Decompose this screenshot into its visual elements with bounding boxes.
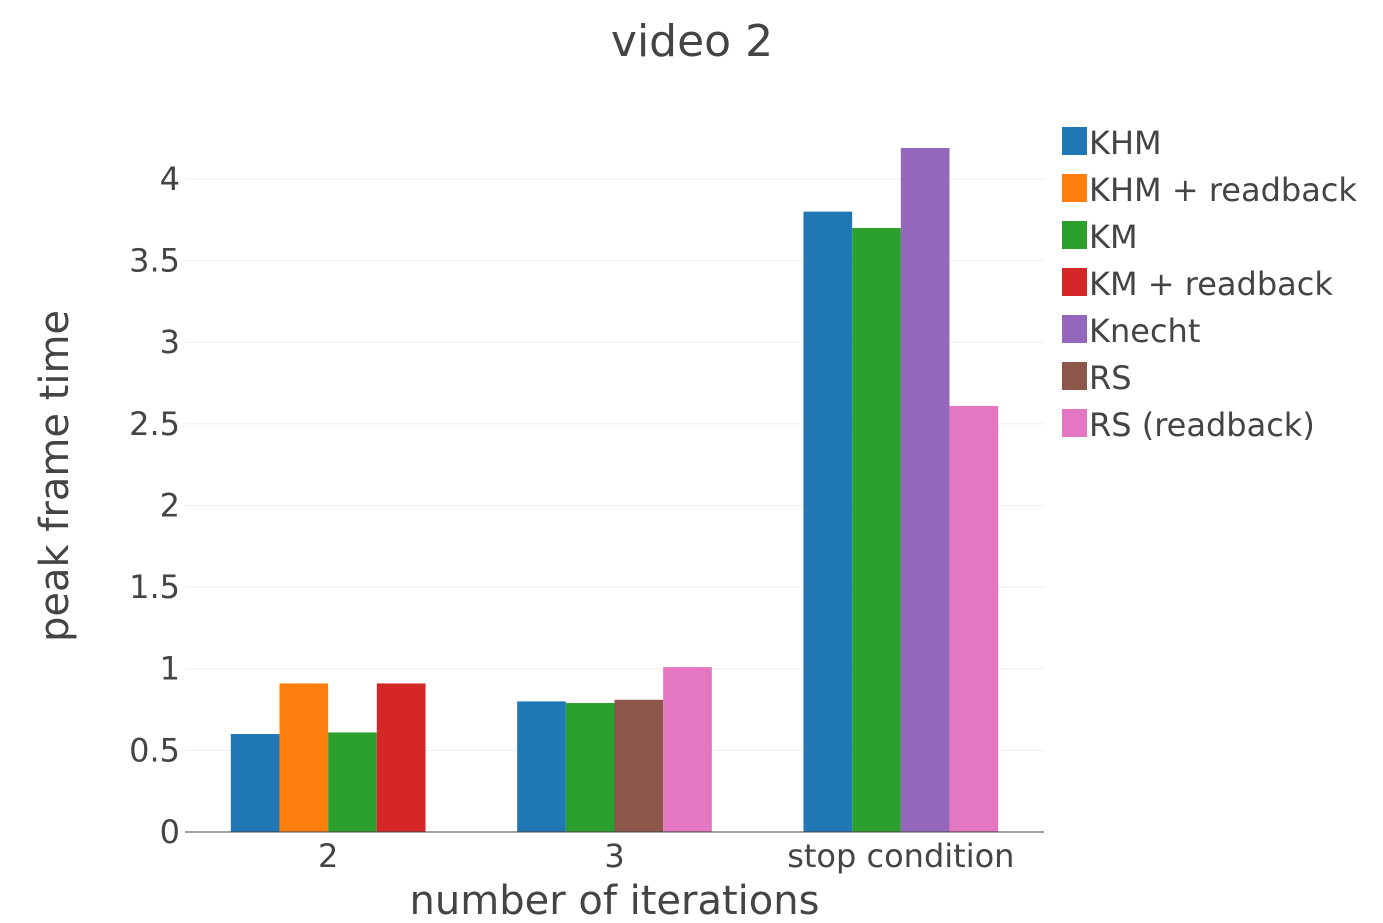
x-tick-label: stop condition: [787, 837, 1014, 875]
bar-knecht-stop-condition: [900, 147, 950, 833]
y-tick-label: 1.5: [129, 568, 180, 606]
y-tick-label: 1: [160, 650, 180, 688]
y-tick-label: 2: [160, 486, 180, 524]
bar-khm-2: [230, 734, 280, 832]
bar-km-readback-2: [376, 683, 426, 832]
legend-label: KHM + readback: [1089, 171, 1357, 209]
bar-khm-readback-2: [279, 683, 329, 832]
legend-swatch: [1062, 174, 1087, 202]
legend-label: KM: [1089, 218, 1138, 256]
bar-km-2: [328, 732, 377, 832]
x-axis-title: number of iterations: [410, 878, 820, 923]
bar-rs-readback-3: [663, 667, 712, 832]
bar-rs-readback-stop-condition: [949, 405, 999, 832]
legend-label: KHM: [1089, 124, 1162, 162]
gridlines: [185, 178, 1044, 751]
legend-swatch: [1062, 221, 1087, 249]
y-tick-label: 3.5: [129, 242, 180, 280]
legend-item[interactable]: KM + readback: [1062, 265, 1333, 303]
x-axis-ticks: 2 3 stop condition: [318, 837, 1014, 875]
chart-title: video 2: [611, 16, 773, 67]
bar-khm-stop-condition: [803, 211, 853, 832]
legend-item[interactable]: KHM + readback: [1062, 171, 1357, 209]
bar-rs-3: [614, 699, 664, 832]
bar-km-3: [565, 703, 615, 832]
legend-item[interactable]: RS (readback): [1062, 406, 1315, 444]
y-tick-label: 4: [160, 160, 180, 198]
y-tick-label: 0.5: [129, 731, 180, 769]
legend-swatch: [1062, 315, 1087, 343]
legend-swatch: [1062, 268, 1087, 296]
bar-km-stop-condition: [852, 227, 901, 832]
legend-item[interactable]: KM: [1062, 218, 1138, 256]
bar-khm-3: [517, 701, 566, 832]
x-tick-label: 2: [318, 837, 338, 875]
y-axis-title: peak frame time: [32, 310, 78, 642]
y-axis-ticks: 0 0.5 1 1.5 2 2.5 3 3.5 4: [129, 160, 180, 851]
y-tick-label: 2.5: [129, 405, 180, 443]
legend-label: KM + readback: [1089, 265, 1333, 303]
legend-item[interactable]: KHM: [1062, 124, 1162, 162]
legend-item[interactable]: RS: [1062, 359, 1132, 397]
legend-label: Knecht: [1089, 312, 1200, 350]
legend-swatch: [1062, 409, 1087, 437]
legend-item[interactable]: Knecht: [1062, 312, 1200, 350]
legend: KHM KHM + readback KM KM + readback Knecht RS…: [1062, 124, 1357, 444]
legend-label: RS: [1089, 359, 1132, 397]
legend-swatch: [1062, 127, 1087, 155]
legend-swatch: [1062, 362, 1087, 390]
x-tick-label: 3: [604, 837, 624, 875]
bars: [230, 147, 999, 833]
legend-label: RS (readback): [1089, 406, 1315, 444]
y-tick-label: 0: [160, 813, 180, 851]
y-tick-label: 3: [160, 323, 180, 361]
